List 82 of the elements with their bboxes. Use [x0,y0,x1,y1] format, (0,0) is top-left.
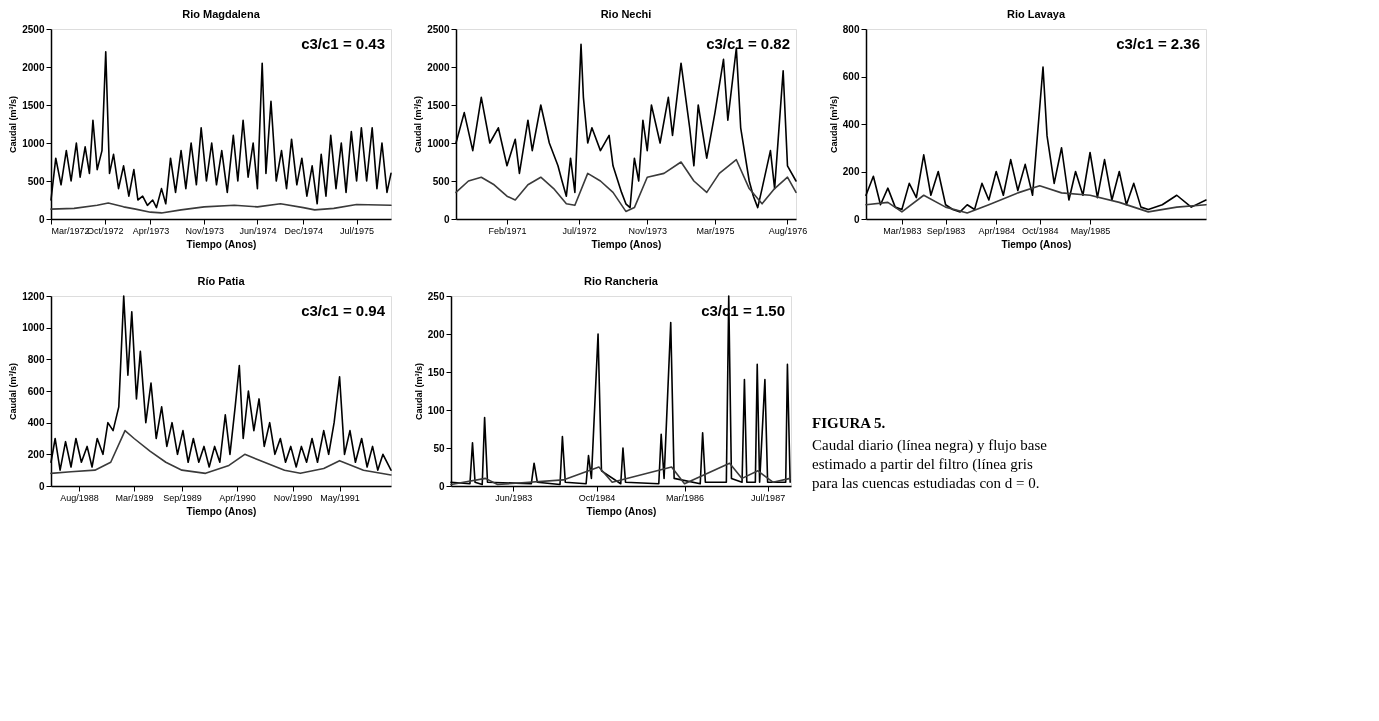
line-series [50,202,392,214]
text: FIGURA 5. [812,415,886,431]
y-tick-label: 1000 [427,137,450,149]
y-tick-label: 50 [433,442,445,454]
x-tick-label: Apr/1990 [219,492,256,503]
x-tick-label: Nov/1973 [185,225,224,236]
y-tick-label: 0 [853,213,860,225]
y-tick-label: 200 [27,448,45,460]
annotation: c3/c1 = 0.82 [706,35,790,52]
x-tick-label: May/1985 [1070,225,1111,236]
x-tick-label: Aug/1976 [768,225,808,236]
text: estimado a partir del filtro (línea gris [812,456,1033,473]
annotation: c3/c1 = 0.43 [301,35,385,52]
y-tick-label: 0 [38,213,45,225]
y-tick-label: 100 [427,404,445,416]
y-tick-label: 200 [427,328,445,340]
x-tick-label: Sep/1989 [163,492,202,503]
x-axis-title: Tiempo (Anos) [591,238,662,250]
annotation: c3/c1 = 2.36 [1116,35,1200,52]
y-tick-label: 2000 [22,61,45,73]
y-tick-label: 1500 [22,99,45,111]
x-tick-label: Mar/1986 [666,492,705,503]
line-series [455,158,797,213]
chart-title: Rio Rancheria [584,275,659,287]
y-axis-title: Caudal (m³/s) [413,95,424,154]
x-axis-title: Tiempo (Anos) [186,238,257,250]
chart-title: Rio Magdalena [182,8,261,20]
x-tick-label: Nov/1973 [628,225,667,236]
x-tick-label: Mar/1989 [115,492,154,503]
y-tick-label: 1200 [22,290,45,302]
chart-title: Río Patia [197,275,246,287]
x-tick-label: Aug/1988 [60,492,99,503]
y-tick-label: 0 [38,480,45,492]
y-axis-title: Caudal (m³/s) [828,95,839,154]
x-tick-label: Jul/1975 [340,225,375,236]
annotation: c3/c1 = 0.94 [301,302,386,319]
x-axis-title: Tiempo (Anos) [586,505,657,517]
y-tick-label: 1500 [427,99,450,111]
y-tick-label: 150 [427,366,445,378]
line-series [865,184,1207,214]
y-tick-label: 600 [27,385,45,397]
x-tick-label: May/1991 [320,492,360,503]
y-tick-label: 600 [842,71,860,82]
x-axis-title: Tiempo (Anos) [186,505,257,517]
x-tick-label: Jun/1974 [239,225,277,236]
y-tick-label: 500 [27,175,45,187]
y-tick-label: 400 [27,417,45,429]
y-tick-label: 800 [842,23,860,35]
y-axis-title: Caudal (m³/s) [413,362,424,421]
y-tick-label: 0 [438,480,445,492]
y-tick-label: 1000 [22,137,45,149]
y-tick-label: 800 [27,353,45,365]
x-tick-label: Sep/1983 [926,225,966,236]
y-tick-label: 0 [443,213,450,225]
y-tick-label: 2500 [427,23,450,35]
chart-title: Rio Lavaya [1006,8,1066,20]
y-tick-label: 500 [432,175,450,187]
x-tick-label: Dec/1974 [284,225,324,236]
x-tick-label: Nov/1990 [273,492,313,503]
y-tick-label: 200 [842,166,860,177]
x-tick-label: Mar/1983 [883,225,922,236]
x-tick-label: Apr/1973 [132,225,170,236]
chart-title: Rio Nechi [600,8,652,20]
line-series [50,429,392,476]
y-tick-label: 2000 [427,61,450,73]
y-tick-label: 400 [842,118,860,130]
y-axis-title: Caudal (m³/s) [8,362,19,421]
y-tick-label: 2500 [22,23,45,35]
x-axis-title: Tiempo (Anos) [1001,238,1072,250]
x-tick-label: Oct/1984 [1021,225,1059,236]
x-tick-label: Feb/1971 [488,225,527,236]
x-tick-label: Jul/1987 [751,492,786,503]
y-tick-label: 250 [427,290,445,302]
x-tick-label: Apr/1984 [978,225,1015,236]
text: para las cuencas estudiadas con d = 0. [812,475,1040,491]
y-axis-title: Caudal (m³/s) [8,95,19,154]
text: Caudal diario (línea negra) y flujo base [812,437,1048,454]
x-tick-label: Jun/1983 [495,492,533,503]
y-tick-label: 1000 [22,322,45,334]
x-tick-label: Mar/1975 [696,225,735,236]
x-tick-label: Oct/1984 [578,492,616,503]
x-tick-label: Jul/1972 [562,225,597,236]
